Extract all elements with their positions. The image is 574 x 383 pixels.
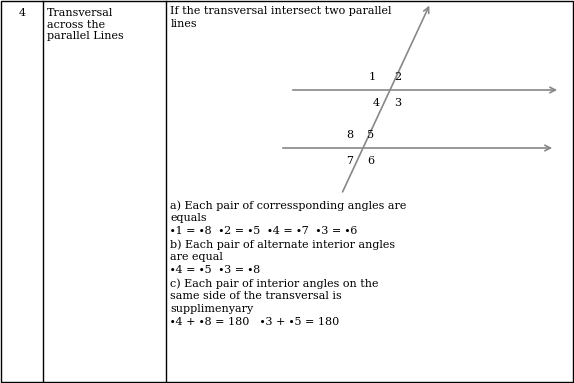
Text: 1: 1 xyxy=(369,72,376,82)
Text: ∙1 = ∙8  ∙2 = ∙5  ∙4 = ∙7  ∙3 = ∙6: ∙1 = ∙8 ∙2 = ∙5 ∙4 = ∙7 ∙3 = ∙6 xyxy=(170,226,358,236)
Text: ∙4 + ∙8 = 180   ∙3 + ∙5 = 180: ∙4 + ∙8 = 180 ∙3 + ∙5 = 180 xyxy=(170,317,340,327)
Text: 2: 2 xyxy=(394,72,401,82)
Text: 7: 7 xyxy=(346,156,353,166)
Text: 6: 6 xyxy=(367,156,374,166)
Text: lines: lines xyxy=(170,19,197,29)
Text: 4: 4 xyxy=(18,8,26,18)
Text: Transversal
across the
parallel Lines: Transversal across the parallel Lines xyxy=(47,8,124,41)
Text: 5: 5 xyxy=(367,130,374,140)
Text: same side of the transversal is: same side of the transversal is xyxy=(170,291,342,301)
Text: c) Each pair of interior angles on the: c) Each pair of interior angles on the xyxy=(170,278,379,288)
Text: b) Each pair of alternate interior angles: b) Each pair of alternate interior angle… xyxy=(170,239,395,250)
Text: a) Each pair of corressponding angles are: a) Each pair of corressponding angles ar… xyxy=(170,200,407,211)
Text: If the transversal intersect two parallel: If the transversal intersect two paralle… xyxy=(170,6,392,16)
Text: supplimenyary: supplimenyary xyxy=(170,304,254,314)
Text: are equal: are equal xyxy=(170,252,223,262)
Text: 4: 4 xyxy=(373,98,380,108)
Text: 8: 8 xyxy=(346,130,353,140)
Text: ∙4 = ∙5  ∙3 = ∙8: ∙4 = ∙5 ∙3 = ∙8 xyxy=(170,265,261,275)
Text: equals: equals xyxy=(170,213,207,223)
Text: 3: 3 xyxy=(394,98,401,108)
